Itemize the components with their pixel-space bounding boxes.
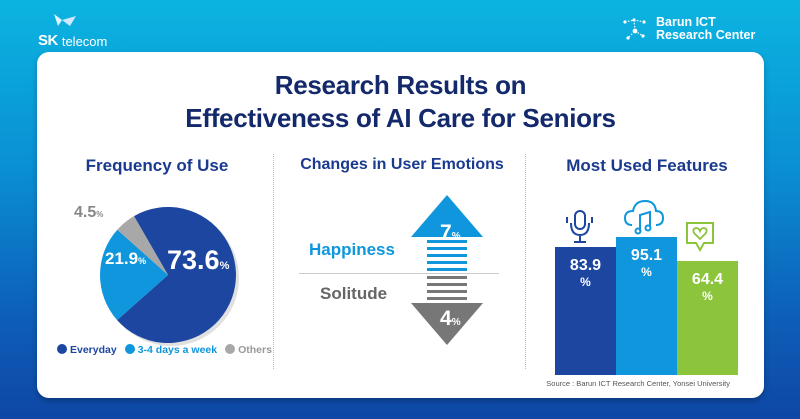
weekly-value: 21.9% (105, 249, 147, 268)
pie-slice-everyday (117, 206, 236, 343)
happiness-value: 7% (440, 221, 461, 244)
pie-slice-others (117, 216, 168, 275)
barun-logo: Barun ICT Research Center (622, 16, 755, 42)
emotion-arrows (411, 195, 483, 345)
barun-line1: Barun ICT (656, 15, 716, 29)
label-music-streaming: Music streaming (620, 323, 673, 347)
label-voice-search: Voice search (567, 323, 604, 347)
emotions-title: Changes in User Emotions (300, 156, 504, 173)
bar-voice-search: 83.9% (555, 247, 616, 375)
everyday-value: 73.6% (167, 245, 230, 275)
divider (273, 154, 274, 369)
source-note: Source : Barun ICT Research Center, Yons… (546, 379, 730, 388)
solitude-arrow-down (411, 303, 483, 345)
frequency-title: Frequency of Use (85, 156, 229, 175)
happiness-arrow-up (411, 195, 483, 237)
title-line2: Effectiveness of AI Care for Seniors (185, 103, 616, 133)
legend-others: Others (225, 344, 272, 356)
results-card: Research Results on Effectiveness of AI … (37, 52, 764, 398)
heart-speech-icon (686, 222, 714, 253)
pie-slice-weekly (100, 229, 168, 321)
baseline (299, 273, 499, 274)
bar-emotional-talk: 64.4% (677, 261, 738, 375)
constellation-icon (623, 18, 646, 40)
barun-line2: Research Center (656, 28, 756, 42)
label-emotional-talk: Emotional talk (680, 323, 735, 347)
frequency-pie-chart (100, 206, 239, 346)
others-value: 4.5% (74, 204, 104, 221)
solitude-label: Solitude (320, 284, 388, 303)
solitude-value: 4% (440, 307, 461, 330)
microphone-icon (566, 210, 593, 243)
divider (525, 154, 526, 369)
page-title: Research Results on Effectiveness of AI … (37, 69, 764, 135)
legend-weekly: 3-4 days a week (124, 344, 217, 356)
telecom-text: telecom (61, 34, 108, 49)
pie-legend: Everyday 3-4 days a week Others (57, 344, 272, 356)
sk-brand: SK (38, 32, 58, 49)
sk-telecom-logo: SK telecom (38, 14, 107, 49)
features-title: Most Used Features (566, 156, 728, 175)
happiness-label: Happiness (309, 240, 395, 259)
legend-everyday: Everyday (57, 344, 117, 356)
cloud-music-icon (623, 199, 665, 235)
bar-music-streaming: 95.1% (616, 237, 677, 375)
sk-butterfly-icon (54, 14, 76, 26)
title-line1: Research Results on (274, 70, 527, 100)
